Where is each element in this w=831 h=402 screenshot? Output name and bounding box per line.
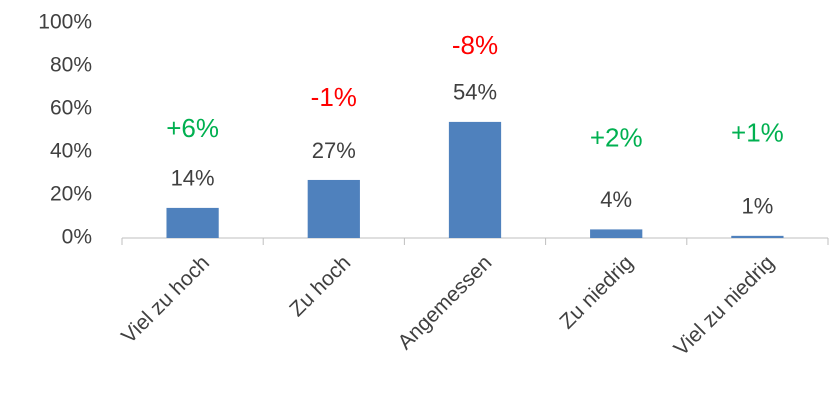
annotation: +6% bbox=[166, 113, 219, 143]
y-tick-label: 100% bbox=[38, 11, 92, 34]
y-tick-label: 80% bbox=[50, 54, 92, 77]
bar bbox=[731, 235, 784, 238]
annotation: -8% bbox=[452, 30, 498, 60]
annotation: +2% bbox=[590, 122, 643, 152]
annotation: +1% bbox=[731, 118, 784, 148]
value-label: 4% bbox=[600, 187, 632, 212]
value-label: 54% bbox=[453, 80, 497, 105]
y-tick-label: 0% bbox=[62, 226, 92, 249]
x-tick-label: Viel zu niedrig bbox=[670, 251, 779, 360]
x-tick-label: Angemessen bbox=[394, 251, 497, 354]
y-tick-label: 20% bbox=[50, 183, 92, 206]
x-tick-label: Zu hoch bbox=[285, 251, 355, 321]
value-label: 1% bbox=[742, 194, 774, 219]
bar bbox=[307, 179, 360, 238]
value-label: 14% bbox=[171, 166, 215, 191]
bar bbox=[166, 207, 219, 238]
y-tick-label: 40% bbox=[50, 140, 92, 163]
y-tick-label: 60% bbox=[50, 97, 92, 120]
annotation: -1% bbox=[311, 82, 357, 112]
x-tick-label: Viel zu hoch bbox=[117, 251, 214, 348]
x-tick-label: Zu niedrig bbox=[555, 251, 637, 333]
bar bbox=[590, 229, 643, 238]
value-label: 27% bbox=[312, 138, 356, 163]
bar bbox=[448, 121, 502, 238]
